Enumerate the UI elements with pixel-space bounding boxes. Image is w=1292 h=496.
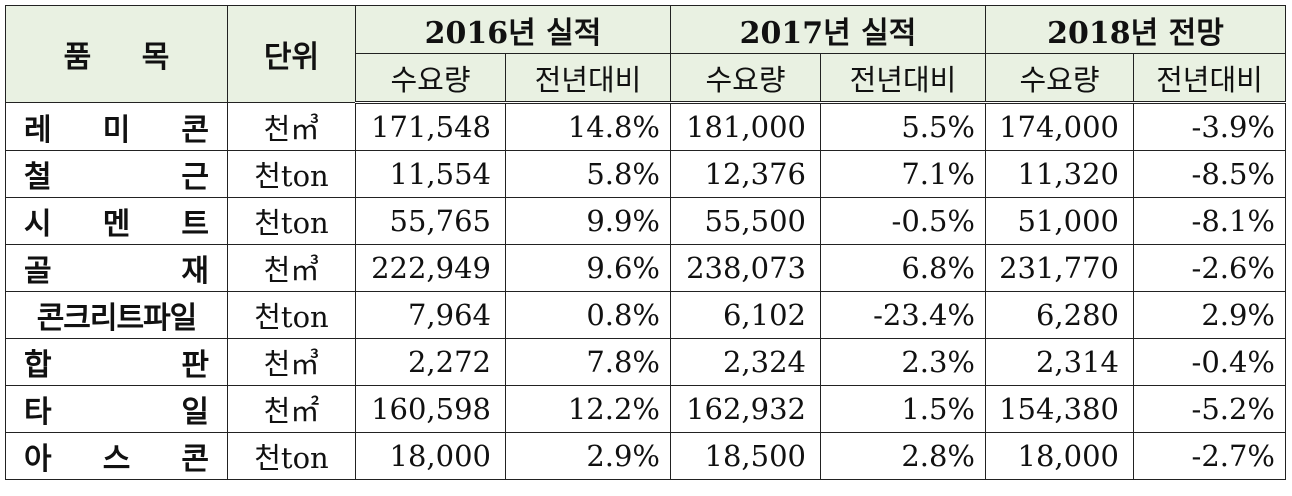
unit-cell: 천㎥ — [227, 102, 356, 151]
yoy-2017-cell: -23.4% — [820, 291, 986, 339]
yoy-2016-cell: 12.2% — [505, 385, 671, 433]
header-demand-2017: 수요량 — [670, 53, 821, 104]
demand-2017-cell: 55,500 — [670, 197, 821, 245]
unit-cell: 천ton — [227, 150, 356, 198]
yoy-2016-cell: 0.8% — [505, 291, 671, 339]
demand-2016-cell: 55,765 — [355, 197, 506, 245]
yoy-2018-cell: -0.4% — [1133, 338, 1286, 386]
table-row: 골 재 천㎥ 222,949 9.6% 238,073 6.8% 231,770 -2.6% — [5, 244, 1286, 292]
demand-2016-cell: 160,598 — [355, 385, 506, 433]
yoy-2016-cell: 7.8% — [505, 338, 671, 386]
demand-2016-cell: 222,949 — [355, 244, 506, 292]
header-demand-2016: 수요량 — [355, 53, 506, 104]
table-row: 합 판 천㎥ 2,272 7.8% 2,324 2.3% 2,314 -0.4% — [5, 338, 1286, 386]
yoy-2017-cell: 5.5% — [820, 102, 986, 151]
demand-2018-cell: 2,314 — [985, 338, 1134, 386]
unit-cell: 천ton — [227, 291, 356, 339]
demand-2017-cell: 162,932 — [670, 385, 821, 433]
unit-cell: 천㎥ — [227, 244, 356, 292]
yoy-2018-cell: -8.5% — [1133, 150, 1286, 198]
demand-2016-cell: 2,272 — [355, 338, 506, 386]
demand-2018-cell: 6,280 — [985, 291, 1134, 339]
demand-2017-cell: 6,102 — [670, 291, 821, 339]
demand-2018-cell: 231,770 — [985, 244, 1134, 292]
demand-2016-cell: 11,554 — [355, 150, 506, 198]
demand-2017-cell: 181,000 — [670, 102, 821, 151]
yoy-2018-cell: -2.7% — [1133, 432, 1286, 480]
demand-2017-cell: 2,324 — [670, 338, 821, 386]
header-year-2017: 2017년 실적 — [670, 5, 986, 54]
table-row: 철 근 천ton 11,554 5.8% 12,376 7.1% 11,320 -8.5% — [5, 150, 1286, 198]
yoy-2017-cell: 2.3% — [820, 338, 986, 386]
table-row: 레 미 콘 천㎥ 171,548 14.8% 181,000 5.5% 174,000 -3.9% — [5, 102, 1286, 151]
header-row-years: 품 목 단위 2016년 실적 2017년 실적 2018년 전망 — [5, 5, 1286, 103]
yoy-2016-cell: 9.6% — [505, 244, 671, 292]
yoy-2018-cell: -2.6% — [1133, 244, 1286, 292]
yoy-2017-cell: 6.8% — [820, 244, 986, 292]
yoy-2017-cell: 2.8% — [820, 432, 986, 480]
demand-2018-cell: 154,380 — [985, 385, 1134, 433]
table-row: 아 스 콘 천ton 18,000 2.9% 18,500 2.8% 18,000 -2.7% — [5, 432, 1286, 480]
table-row: 타 일 천㎡ 160,598 12.2% 162,932 1.5% 154,380 -5.2% — [5, 385, 1286, 433]
yoy-2018-cell: 2.9% — [1133, 291, 1286, 339]
yoy-2018-cell: -5.2% — [1133, 385, 1286, 433]
yoy-2017-cell: -0.5% — [820, 197, 986, 245]
header-yoy-2016: 전년대비 — [505, 53, 671, 104]
header-unit: 단위 — [227, 5, 356, 103]
yoy-2017-cell: 1.5% — [820, 385, 986, 433]
demand-2018-cell: 51,000 — [985, 197, 1134, 245]
table-body: 레 미 콘 천㎥ 171,548 14.8% 181,000 5.5% 174,000 -3.9%… — [5, 102, 1286, 480]
unit-cell: 천ton — [227, 197, 356, 245]
header-row-metrics: 수요량 전년대비 수요량 전년대비 수요량 전년대비 — [6, 53, 1286, 104]
header-year-2016: 2016년 실적 — [355, 5, 671, 54]
item-name: 콘크리트파일 — [36, 301, 198, 336]
demand-2016-cell: 18,000 — [355, 432, 506, 480]
header-item: 품 목 — [5, 5, 228, 103]
table-row: 시 멘 트 천ton 55,765 9.9% 55,500 -0.5% 51,000 -8.1% — [5, 197, 1286, 245]
demand-2017-cell: 238,073 — [670, 244, 821, 292]
item-name-cell: 콘크리트파일 — [5, 291, 228, 339]
demand-2016-cell: 171,548 — [355, 102, 506, 151]
header-yoy-2017: 전년대비 — [820, 53, 986, 104]
yoy-2016-cell: 5.8% — [505, 150, 671, 198]
demand-2018-cell: 11,320 — [985, 150, 1134, 198]
unit-cell: 천㎥ — [227, 338, 356, 386]
demand-2018-cell: 18,000 — [985, 432, 1134, 480]
yoy-2018-cell: -3.9% — [1133, 102, 1286, 151]
demand-2017-cell: 12,376 — [670, 150, 821, 198]
demand-2016-cell: 7,964 — [355, 291, 506, 339]
header-demand-2018: 수요량 — [985, 53, 1134, 104]
yoy-2018-cell: -8.1% — [1133, 197, 1286, 245]
demand-table-wrapper: 품 목 단위 2016년 실적 2017년 실적 2018년 전망 수요량 전년… — [5, 5, 1286, 480]
unit-cell: 천㎡ — [227, 385, 356, 433]
demand-2018-cell: 174,000 — [985, 102, 1134, 151]
demand-2017-cell: 18,500 — [670, 432, 821, 480]
header-yoy-2018: 전년대비 — [1133, 53, 1286, 104]
yoy-2016-cell: 2.9% — [505, 432, 671, 480]
yoy-2016-cell: 9.9% — [505, 197, 671, 245]
table-row: 콘크리트파일 천ton 7,964 0.8% 6,102 -23.4% 6,280 2.9% — [5, 291, 1286, 339]
header-year-2018: 2018년 전망 — [985, 5, 1286, 54]
unit-cell: 천ton — [227, 432, 356, 480]
yoy-2016-cell: 14.8% — [505, 102, 671, 151]
yoy-2017-cell: 7.1% — [820, 150, 986, 198]
demand-table: 품 목 단위 2016년 실적 2017년 실적 2018년 전망 수요량 전년… — [5, 5, 1286, 480]
